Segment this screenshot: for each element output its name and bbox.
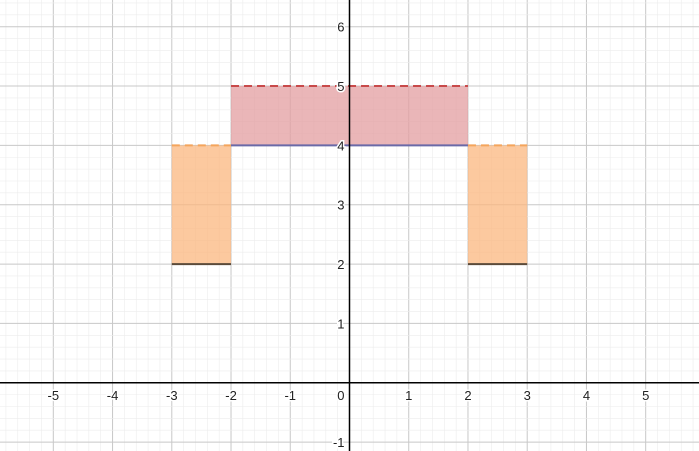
x-tick-label: -3 (166, 388, 178, 403)
x-tick-label: 2 (464, 388, 471, 403)
x-tick-label: 5 (642, 388, 649, 403)
y-tick-label: 3 (337, 198, 344, 213)
x-tick-label: -5 (48, 388, 60, 403)
x-tick-label: -1 (284, 388, 296, 403)
origin-label: 0 (337, 388, 344, 403)
shaded-region-1 (171, 145, 232, 265)
shaded-region-3 (467, 145, 528, 265)
y-tick-label: 5 (337, 79, 344, 94)
x-tick-label: -4 (107, 388, 119, 403)
y-tick-label: 2 (337, 257, 344, 272)
x-tick-label: -2 (225, 388, 237, 403)
x-tick-label: 1 (405, 388, 412, 403)
y-tick-label: 4 (337, 138, 344, 153)
tick-labels: -5 -4 -3 -2 -1 1 2 3 4 5 -1 1 2 3 4 5 6 0 (46, 18, 651, 451)
y-tick-label: 1 (337, 316, 344, 331)
x-tick-label: 4 (583, 388, 590, 403)
y-tick-label: -1 (333, 435, 345, 450)
x-tick-label: 3 (524, 388, 531, 403)
y-tick-label: 6 (337, 20, 344, 35)
